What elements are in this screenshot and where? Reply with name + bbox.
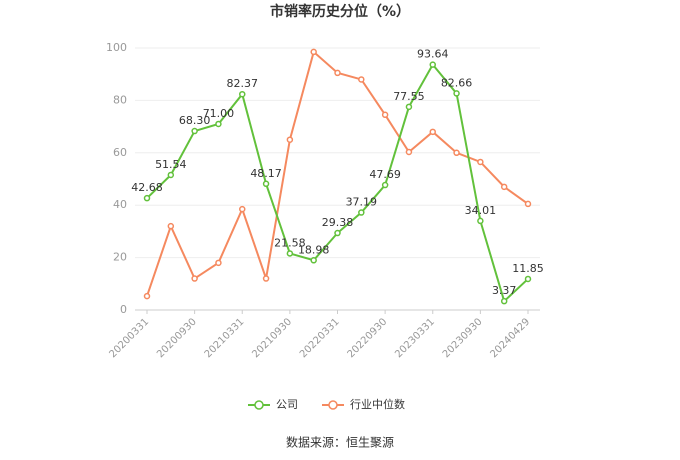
data-label: 77.55: [393, 90, 425, 103]
data-point: [334, 69, 341, 77]
data-label: 68.30: [179, 114, 211, 127]
data-label: 82.66: [441, 76, 473, 89]
y-tick-label: 0: [120, 303, 127, 316]
data-point: [262, 275, 270, 282]
x-tick-label: 20200331: [107, 316, 151, 360]
data-point: [429, 61, 436, 68]
data-point: [524, 275, 532, 283]
x-tick-label: 20230930: [441, 316, 485, 360]
data-point: [405, 148, 413, 156]
data-point: [143, 292, 151, 300]
data-point: [143, 194, 151, 202]
chart-title: 市销率历史分位（%）: [270, 3, 410, 20]
legend-label: 行业中位数: [350, 397, 405, 411]
data-point: [239, 90, 246, 98]
x-tick-label: 20220930: [346, 316, 390, 360]
data-label: 29.38: [322, 216, 354, 229]
data-label: 42.68: [131, 181, 163, 194]
data-point: [453, 90, 460, 97]
data-point: [191, 127, 198, 135]
data-point: [381, 111, 389, 119]
data-label: 47.69: [369, 168, 401, 181]
data-point: [477, 217, 484, 225]
x-tick-label: 20220331: [298, 316, 342, 360]
y-tick-label: 20: [113, 251, 127, 264]
data-label: 37.19: [346, 196, 378, 209]
x-tick-label: 20230331: [393, 316, 437, 360]
data-point: [477, 158, 484, 166]
data-label: 18.98: [298, 243, 330, 256]
y-tick-label: 100: [106, 41, 127, 54]
data-point: [524, 200, 532, 208]
data-point: [453, 149, 460, 157]
data-point: [239, 205, 246, 213]
data-point: [310, 48, 317, 56]
legend-item: 行业中位数: [322, 397, 405, 411]
y-tick-label: 80: [113, 93, 127, 106]
data-point: [167, 171, 175, 179]
data-point: [381, 181, 389, 189]
data-point: [500, 183, 508, 191]
data-point: [358, 209, 365, 216]
data-point: [167, 222, 175, 230]
data-point: [262, 180, 270, 188]
x-tick-label: 20210930: [250, 316, 294, 360]
y-tick-label: 60: [113, 146, 127, 159]
data-label: 21.58: [274, 236, 306, 249]
data-label: 93.64: [417, 48, 449, 61]
data-point: [191, 275, 198, 282]
data-point: [286, 250, 294, 257]
data-point: [358, 76, 365, 83]
data-point: [215, 120, 222, 128]
data-label: 48.17: [250, 167, 282, 180]
legend-item: 公司: [248, 398, 298, 411]
data-point: [215, 259, 222, 267]
data-label: 82.37: [227, 77, 259, 90]
data-point: [334, 229, 341, 237]
x-tick-label: 20240429: [488, 316, 532, 360]
data-label: 11.85: [512, 262, 544, 275]
x-tick-label: 20200930: [155, 316, 199, 360]
data-point: [286, 136, 294, 143]
data-label: 3.37: [492, 284, 517, 297]
data-label: 51.54: [155, 158, 187, 171]
data-point: [405, 103, 413, 111]
data-point: [310, 257, 317, 264]
data-point: [500, 297, 508, 305]
legend-marker: [328, 400, 338, 410]
data-label: 34.01: [465, 204, 497, 217]
y-tick-label: 40: [113, 198, 127, 211]
data-point: [429, 128, 436, 136]
legend-label: 公司: [276, 398, 298, 411]
data-label: 71.00: [203, 107, 235, 120]
legend-marker: [254, 400, 264, 410]
source: 数据来源：恒生聚源: [286, 435, 394, 450]
x-tick-label: 20210331: [203, 316, 247, 360]
